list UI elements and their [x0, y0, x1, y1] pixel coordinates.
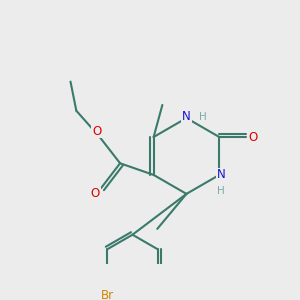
Text: O: O — [92, 125, 101, 138]
Text: O: O — [248, 130, 257, 143]
Text: H: H — [200, 112, 207, 122]
Text: H: H — [217, 186, 225, 196]
Text: N: N — [182, 110, 191, 123]
Text: O: O — [91, 188, 100, 200]
Text: Br: Br — [100, 290, 114, 300]
Text: N: N — [216, 168, 225, 182]
